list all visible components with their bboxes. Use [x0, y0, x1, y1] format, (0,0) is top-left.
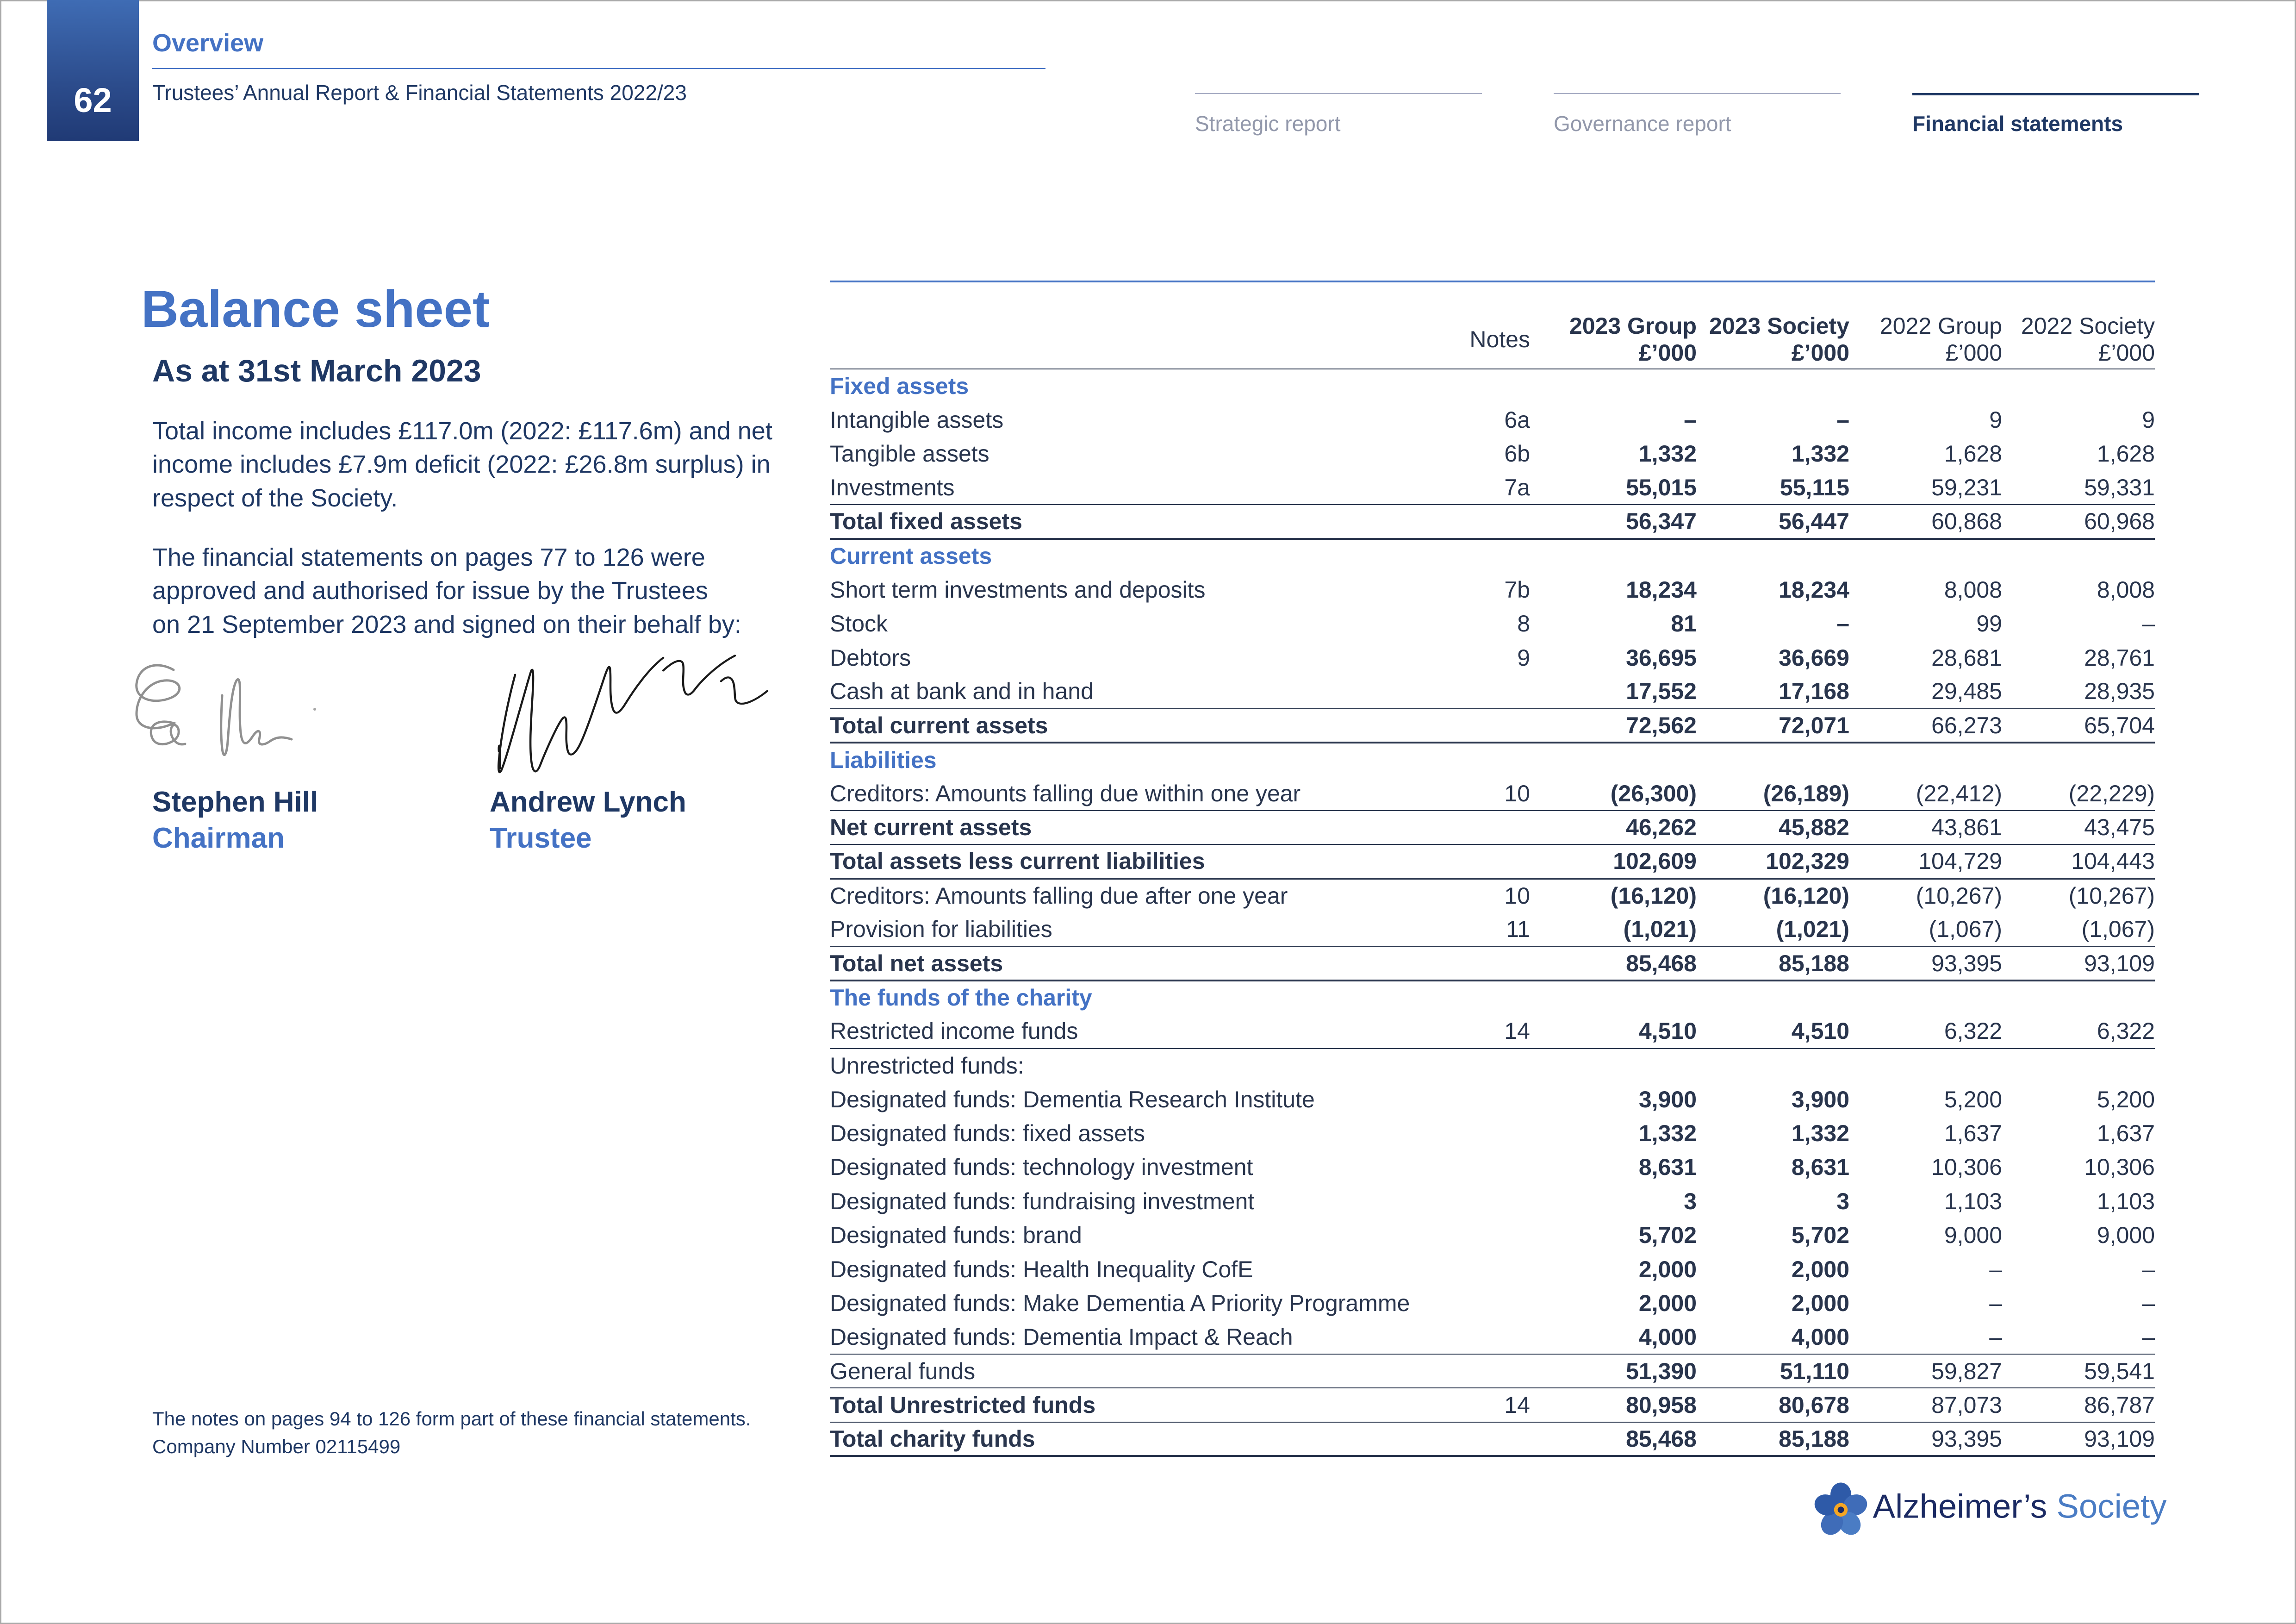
svg-text:Alzheimer’s Society: Alzheimer’s Society: [1873, 1488, 2167, 1525]
